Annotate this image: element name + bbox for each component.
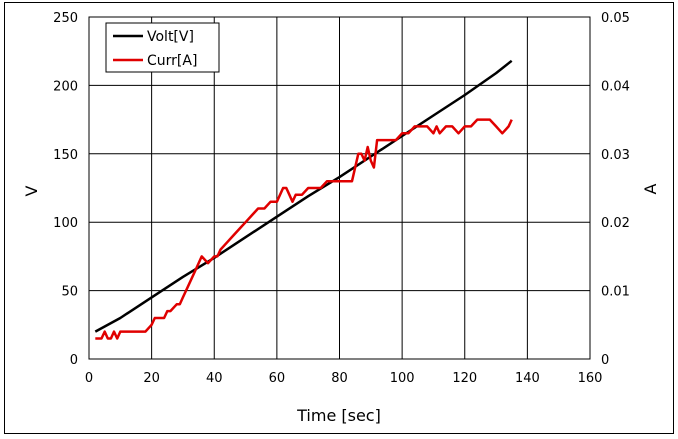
y-left-tick-label: 150 <box>53 148 78 163</box>
x-axis-title: Time [sec] <box>296 406 381 425</box>
grid <box>88 16 591 360</box>
x-tick-label: 100 <box>390 371 415 386</box>
chart-frame: 0 20 40 60 80 100 120 140 160 0 50 100 150 200 250 0 0.0… <box>4 2 674 434</box>
y-right-tick-label: 0.05 <box>601 11 630 26</box>
legend-box <box>105 22 220 73</box>
legend-label-curr: Curr[A] <box>147 53 197 69</box>
y-left-tick-label: 100 <box>53 216 78 231</box>
x-tick-label: 120 <box>452 371 477 386</box>
tick-labels: 0 20 40 60 80 100 120 140 160 0 50 100 150 200 250 0 0.0… <box>53 11 630 386</box>
y-right-tick-label: 0.03 <box>601 148 630 163</box>
x-tick-label: 60 <box>269 371 286 386</box>
y-right-tick-label: 0 <box>601 353 609 368</box>
y-left-tick-label: 200 <box>53 79 78 94</box>
y-axis-left-title: V <box>22 185 41 196</box>
y-right-tick-label: 0.01 <box>601 285 630 300</box>
x-tick-label: 160 <box>578 371 603 386</box>
x-tick-label: 0 <box>85 371 93 386</box>
plot-border <box>88 16 591 360</box>
chart-svg: 0 20 40 60 80 100 120 140 160 0 50 100 150 200 250 0 0.0… <box>22 11 660 425</box>
series-layer <box>94 59 513 340</box>
y-axis-right-title: A <box>641 183 660 194</box>
legend: Volt[V] Curr[A] <box>105 22 220 73</box>
legend-label-volt: Volt[V] <box>147 29 194 45</box>
y-left-tick-label: 0 <box>70 353 78 368</box>
series-line-volt <box>94 59 513 333</box>
y-left-tick-label: 250 <box>53 11 78 26</box>
y-left-tick-label: 50 <box>61 285 78 300</box>
x-tick-label: 80 <box>331 371 348 386</box>
y-right-tick-label: 0.02 <box>601 216 630 231</box>
x-tick-label: 140 <box>515 371 540 386</box>
y-right-tick-label: 0.04 <box>601 79 630 94</box>
x-tick-label: 40 <box>206 371 223 386</box>
x-tick-label: 20 <box>143 371 160 386</box>
series-line-curr <box>95 118 513 340</box>
